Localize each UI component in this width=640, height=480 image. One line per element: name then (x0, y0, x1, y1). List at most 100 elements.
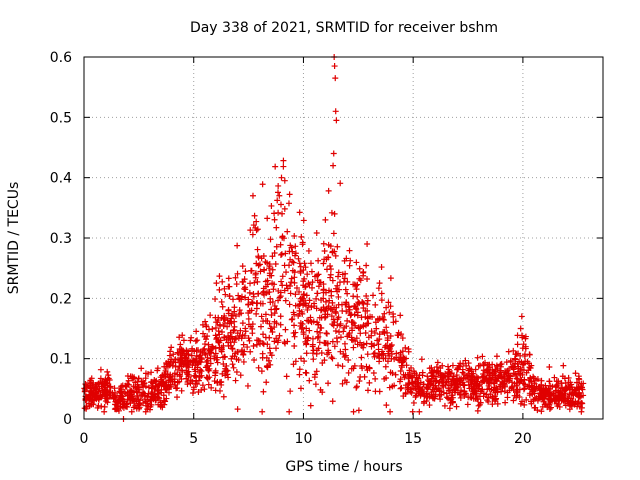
data-point (239, 279, 246, 286)
data-point (506, 377, 513, 384)
data-point (142, 370, 149, 377)
data-point (235, 357, 242, 364)
data-point (275, 182, 282, 189)
data-point (409, 381, 416, 388)
x-tick-label: 15 (404, 431, 422, 447)
data-point (278, 174, 285, 181)
data-point (414, 380, 421, 387)
data-point (310, 356, 317, 363)
data-point (287, 242, 294, 249)
data-point (357, 324, 364, 331)
data-point (219, 370, 226, 377)
data-point (484, 397, 491, 404)
data-point (232, 377, 239, 384)
y-axis-label: SRMTID / TECUs (6, 182, 22, 295)
data-point (502, 399, 509, 406)
data-point (205, 381, 212, 388)
data-point (320, 286, 327, 293)
data-point (437, 374, 444, 380)
data-point (220, 315, 227, 322)
data-point (289, 248, 296, 255)
data-point (275, 297, 282, 304)
data-point (149, 382, 156, 389)
data-point (378, 297, 385, 304)
data-point (323, 330, 330, 337)
data-point (212, 345, 219, 352)
data-point (575, 399, 582, 406)
data-point (248, 307, 255, 314)
data-point (171, 378, 178, 385)
data-point (512, 351, 519, 358)
data-point (441, 402, 448, 409)
data-point (392, 371, 399, 378)
data-point (302, 369, 309, 376)
data-point (346, 330, 353, 337)
data-point (362, 322, 369, 329)
data-point (561, 386, 568, 393)
data-point (468, 374, 475, 381)
y-tick-label: 0 (63, 412, 72, 428)
data-point (216, 331, 223, 338)
data-point (300, 267, 307, 274)
data-point (277, 313, 284, 320)
data-point (199, 349, 206, 356)
data-point (305, 302, 312, 309)
data-point (569, 389, 576, 396)
data-point (259, 354, 266, 361)
data-point (282, 297, 289, 304)
data-point (142, 383, 149, 390)
data-point (256, 340, 263, 347)
data-point (250, 342, 257, 349)
data-point (473, 387, 480, 394)
data-point (291, 274, 298, 281)
data-point (372, 319, 379, 326)
data-point (522, 381, 529, 388)
data-point (241, 332, 248, 339)
data-point (144, 394, 151, 401)
data-point (347, 257, 354, 264)
data-point (273, 243, 280, 250)
data-point (113, 402, 120, 409)
data-point (517, 352, 524, 359)
data-point (204, 354, 211, 361)
data-point (139, 389, 146, 396)
data-point (212, 296, 219, 303)
data-point (522, 335, 529, 342)
data-point (253, 305, 260, 312)
data-point (267, 295, 274, 302)
data-point (360, 268, 367, 275)
data-point (213, 319, 220, 326)
data-point (400, 393, 407, 400)
data-point (204, 333, 211, 340)
data-point (475, 383, 482, 390)
data-point (278, 278, 285, 285)
data-point (296, 288, 303, 295)
data-point (490, 379, 497, 386)
data-point (114, 405, 121, 412)
data-point (269, 280, 276, 287)
data-point (101, 382, 108, 389)
data-point (279, 273, 286, 280)
data-point (373, 325, 380, 332)
data-point (465, 360, 472, 367)
data-point (222, 291, 229, 298)
data-point (239, 320, 246, 327)
data-point (224, 317, 231, 324)
data-point (392, 318, 399, 325)
data-point (497, 367, 504, 374)
data-point (399, 359, 406, 366)
data-point (218, 381, 225, 388)
data-point (97, 366, 104, 373)
data-point (344, 317, 351, 324)
data-point (262, 278, 269, 285)
data-point (492, 366, 499, 373)
data-point (251, 212, 258, 219)
data-point (101, 403, 108, 410)
data-point (364, 387, 371, 394)
data-point (245, 310, 252, 317)
data-point (234, 270, 241, 277)
data-point (129, 395, 136, 402)
data-point (227, 339, 234, 346)
data-point (306, 327, 313, 334)
data-point (482, 359, 489, 366)
